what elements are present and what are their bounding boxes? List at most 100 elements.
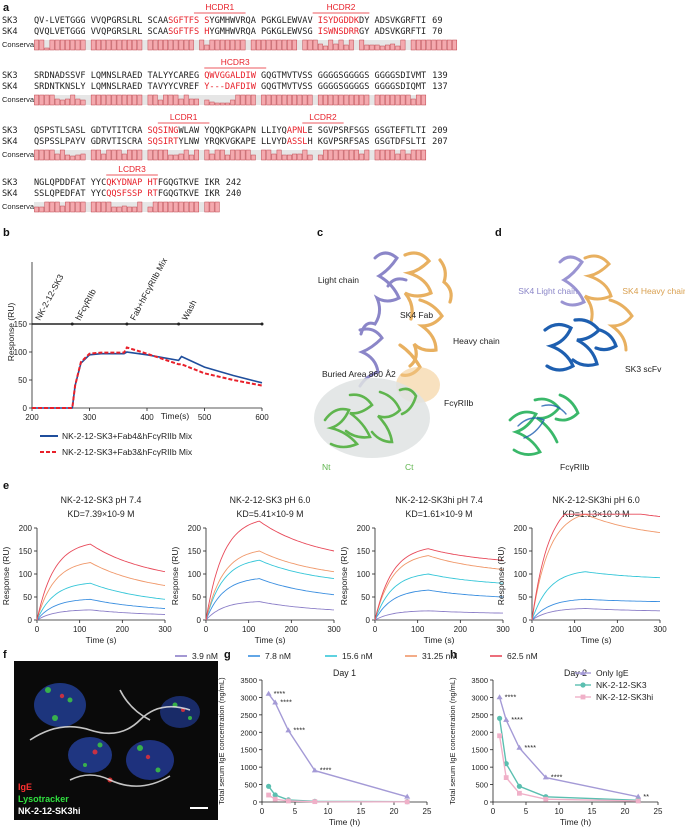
row-name-sk4: SK4 (2, 82, 18, 92)
conservation-bar (250, 94, 256, 106)
conservation-bar (101, 153, 107, 161)
conservation-bar (183, 39, 189, 51)
conservation-bar (157, 39, 163, 51)
panel-g-y-tick-label: 2000 (240, 728, 257, 737)
e-sensorgram (36, 582, 166, 621)
e-kd: KD=5.41×10-9 M (237, 509, 304, 519)
conservation-track (34, 95, 427, 105)
panel-letter-a: a (3, 2, 10, 14)
conservation-bar (261, 39, 267, 51)
conservation-bar (225, 154, 230, 161)
conservation-bar (359, 94, 365, 106)
panel-letter-h: h (450, 649, 457, 661)
conservation-bar (219, 102, 225, 106)
sequence-sk4: SSLQPEDFAT YYCQQSFSSP RTFGQGTKVE IKR (34, 189, 221, 199)
conservation-bar (390, 149, 396, 161)
panel-h-significance: **** (524, 743, 536, 752)
conservation-bar (323, 149, 328, 161)
conservation-bar (101, 201, 107, 213)
conservation-bar (452, 39, 457, 51)
conservation-bar (49, 201, 55, 213)
conservation-bar (214, 102, 220, 106)
e-sensorgram (36, 543, 166, 621)
conservation-bar (59, 39, 65, 51)
conservation-bar (90, 149, 96, 161)
conservation-bar (173, 201, 179, 213)
e-y-tick-label: 200 (357, 524, 371, 533)
e-sensorgram (374, 589, 504, 621)
conservation-bar (374, 44, 380, 51)
conservation-bar (65, 98, 70, 106)
conservation-bar (173, 39, 179, 51)
conservation-bar (121, 39, 127, 51)
nucleus-1 (34, 683, 86, 727)
panel-letter-e: e (3, 480, 9, 492)
panel-g-y-tick-label: 3000 (240, 693, 257, 702)
panel-h-significance: **** (505, 692, 517, 701)
sk3-scfv-ribbon (543, 318, 618, 372)
conservation-bar (312, 39, 318, 51)
e-x-tick-label: 200 (454, 625, 468, 634)
conservation-label: Conservation (2, 40, 46, 49)
conservation-bar (400, 149, 406, 161)
cdr-label-lcdr1: LCDR1 (170, 112, 198, 122)
panel-g-y-tick-label: 2500 (240, 711, 257, 720)
conservation-bar (188, 154, 194, 161)
conservation-bar (359, 39, 365, 51)
conservation-bar (348, 39, 354, 51)
residue-number-sk3: 209 (432, 126, 448, 136)
conservation-bar (240, 94, 246, 106)
label-fcgriib-d: FcγRIIb (560, 462, 590, 472)
b-phase-label: Wash (180, 298, 199, 322)
conservation-bar (359, 153, 365, 161)
conservation-bar (209, 153, 215, 161)
b-series-line (32, 351, 263, 409)
conservation-bar (39, 94, 45, 106)
legend-label-fab3: NK-2-12-SK3+Fab3&hFcγRIIb Mix (62, 447, 193, 457)
conservation-bar (302, 94, 308, 106)
conservation-bar (374, 94, 380, 106)
conservation-bar (157, 201, 163, 213)
e-ylabel: Response (RU) (339, 547, 349, 606)
conservation-bar (214, 149, 220, 161)
conservation-bar (163, 39, 169, 51)
conservation-bar (147, 149, 153, 161)
confocal-image: IgE Lysotracker NK-2-12-SK3hi (14, 661, 218, 820)
e-x-tick-label: 300 (653, 625, 667, 634)
conservation-bar (75, 201, 81, 213)
panel-g-y-tick-label: 1500 (240, 746, 257, 755)
conservation-bar (209, 101, 215, 106)
conservation-bar (286, 39, 292, 51)
conservation-bar (271, 153, 277, 161)
conservation-bar (147, 94, 153, 106)
fcgriib-ribbon-d (508, 393, 580, 456)
conservation-bar (271, 39, 277, 51)
conservation-bar (343, 44, 349, 51)
e-sensorgram (531, 513, 661, 621)
conservation-bar (127, 94, 132, 106)
e-sensorgram (205, 578, 335, 621)
conservation-bar (354, 149, 359, 161)
conservation-bar (111, 206, 117, 213)
conservation-bar (379, 149, 385, 161)
e-y-tick-label: 0 (366, 616, 371, 625)
conservation-bar (266, 149, 272, 161)
conservation-bar (39, 39, 45, 51)
panel-g-y-tick-label: 1000 (240, 763, 257, 772)
conservation-bar (395, 45, 401, 51)
conservation-bar (116, 39, 122, 51)
e-x-tick-label: 200 (116, 625, 130, 634)
conservation-bar (214, 39, 220, 51)
e-x-tick-label: 0 (204, 625, 209, 634)
conservation-bar (240, 149, 246, 161)
e-ylabel: Response (RU) (496, 547, 506, 606)
residue-number-sk4: 207 (432, 137, 448, 147)
conservation-bar (307, 39, 313, 51)
e-title: NK-2-12-SK3 pH 7.4 (61, 495, 142, 505)
e-y-tick-label: 100 (357, 570, 371, 579)
conservation-bar (307, 154, 313, 161)
conservation-bar (168, 154, 174, 161)
panel-h-point (517, 790, 522, 796)
b-x-tick-label: 600 (255, 413, 269, 422)
conservation-bar (54, 153, 60, 161)
